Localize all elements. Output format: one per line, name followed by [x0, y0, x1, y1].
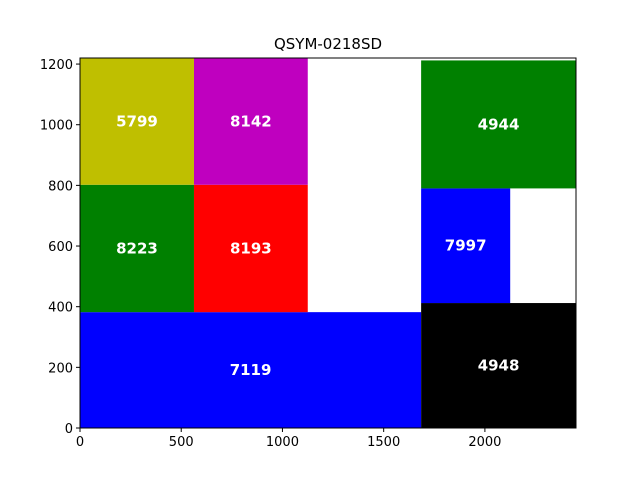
rect-label-8142: 8142 — [230, 112, 272, 130]
rect-label-4944: 4944 — [478, 115, 520, 133]
treemap-rect-4944 — [421, 60, 576, 189]
y-tick-label: 1200 — [40, 58, 73, 73]
treemap-rect-5799 — [80, 58, 194, 185]
rect-label-8223: 8223 — [116, 239, 158, 257]
y-tick-label: 200 — [48, 361, 73, 376]
treemap-rect-8142 — [193, 58, 308, 185]
treemap-rect-4948 — [421, 303, 576, 428]
x-tick-label: 1500 — [367, 435, 400, 450]
rect-label-7119: 7119 — [230, 361, 272, 379]
y-tick-label: 800 — [48, 179, 73, 194]
y-tick-label: 600 — [48, 240, 73, 255]
treemap-rect-8223 — [80, 184, 194, 313]
rects-layer — [80, 58, 576, 428]
x-tick-label: 500 — [169, 435, 194, 450]
x-axis: 0 500 1000 1500 2000 — [76, 428, 501, 450]
rect-label-8193: 8193 — [230, 239, 272, 257]
treemap-rect-8193 — [193, 184, 308, 313]
rect-label-4948: 4948 — [478, 357, 520, 375]
rect-label-5799: 5799 — [116, 112, 158, 130]
x-tick-label: 1000 — [266, 435, 299, 450]
labels-layer: 7119 8223 8193 5799 8142 4948 7997 4944 — [116, 112, 519, 379]
y-tick-label: 0 — [65, 422, 73, 437]
treemap-rect-7119 — [80, 312, 422, 428]
plot-frame — [79, 57, 577, 429]
x-tick-label: 0 — [76, 435, 84, 450]
treemap-rect-7997 — [421, 188, 511, 304]
y-axis: 0 200 400 600 800 1000 1200 — [40, 58, 80, 437]
rect-label-7997: 7997 — [445, 237, 487, 255]
x-tick-label: 2000 — [468, 435, 501, 450]
y-tick-label: 400 — [48, 301, 73, 316]
y-tick-label: 1000 — [40, 119, 73, 134]
chart-title: QSYM-0218SD — [274, 35, 382, 53]
